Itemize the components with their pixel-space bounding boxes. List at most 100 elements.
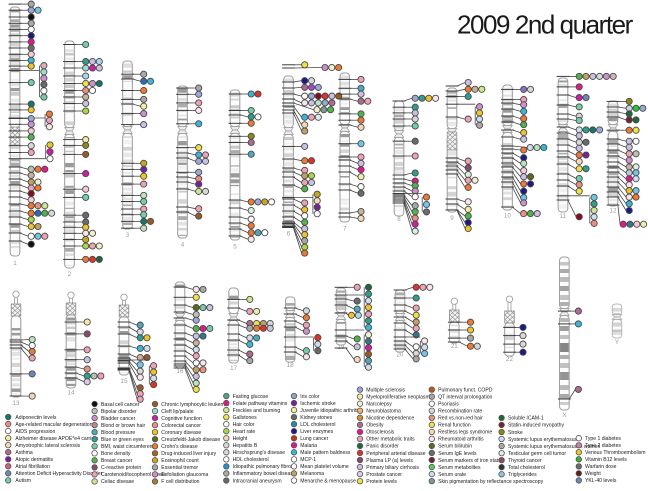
svg-text:Exfoliation glaucoma: Exfoliation glaucoma [161, 472, 208, 478]
svg-text:15: 15 [121, 378, 128, 385]
svg-text:Hepatitis B: Hepatitis B [233, 443, 258, 449]
svg-text:2009 2nd quarter: 2009 2nd quarter [457, 10, 634, 40]
svg-text:Freckles and burning: Freckles and burning [233, 408, 281, 414]
svg-text:Breast cancer: Breast cancer [101, 458, 133, 464]
svg-text:Serum IgE levels: Serum IgE levels [438, 451, 477, 457]
svg-text:8: 8 [397, 216, 401, 223]
svg-text:Carotenoid/tocopherol levels: Carotenoid/tocopherol levels [101, 472, 166, 478]
svg-text:Primary biliary cirrhosis: Primary biliary cirrhosis [366, 465, 419, 471]
svg-text:13: 13 [13, 400, 20, 407]
svg-text:QT interval prolongation: QT interval prolongation [438, 394, 492, 400]
svg-text:10: 10 [504, 213, 511, 220]
svg-text:Age-related macular degenerati: Age-related macular degeneration [15, 422, 92, 428]
svg-text:MCP-1: MCP-1 [300, 457, 316, 463]
svg-text:Fasting glucose: Fasting glucose [233, 394, 269, 400]
svg-text:Adiponectin levels: Adiponectin levels [15, 415, 57, 421]
svg-text:Liver enzymes: Liver enzymes [300, 429, 333, 435]
svg-text:Coronary disease: Coronary disease [161, 430, 201, 436]
svg-text:Basal cell cancer: Basal cell cancer [101, 402, 140, 408]
svg-text:Otosclerosis: Otosclerosis [366, 430, 394, 436]
svg-text:Bladder cancer: Bladder cancer [101, 416, 136, 422]
svg-text:Red vs.non-red hair: Red vs.non-red hair [438, 416, 483, 422]
svg-text:Restless legs syndrome: Restless legs syndrome [438, 430, 492, 436]
svg-text:Blond or brown hair: Blond or brown hair [101, 423, 145, 429]
svg-text:Kidney stones: Kidney stones [300, 415, 332, 421]
svg-text:F cell distribution: F cell distribution [161, 479, 199, 485]
svg-text:Warfarin dose: Warfarin dose [585, 464, 617, 470]
svg-text:Essential tremor: Essential tremor [161, 465, 198, 471]
svg-text:Thyroid cancer: Thyroid cancer [508, 458, 542, 464]
svg-text:Male pattern baldness: Male pattern baldness [300, 450, 351, 456]
svg-text:Neuroblastoma: Neuroblastoma [366, 409, 401, 415]
svg-text:Triglycerides: Triglycerides [508, 472, 537, 478]
svg-text:Malaria: Malaria [300, 443, 317, 449]
svg-text:YKL-40 levels: YKL-40 levels [585, 478, 617, 484]
svg-text:Nicotine dependence: Nicotine dependence [366, 416, 414, 422]
svg-text:11: 11 [560, 213, 567, 220]
svg-text:Alzheimer disease APOE*e4 car: Alzheimer disease APOE*e4 carriers [15, 436, 98, 442]
svg-text:Systemic lupus erythematosus: Systemic lupus erythematosus [508, 437, 578, 443]
svg-text:Atrial fibrillation: Atrial fibrillation [15, 464, 50, 470]
svg-text:BMI, waist circumference: BMI, waist circumference [101, 444, 158, 450]
svg-text:Panic disorder: Panic disorder [366, 444, 399, 450]
svg-text:7: 7 [343, 226, 347, 233]
svg-text:Idiopathic pulmonary fibrosis: Idiopathic pulmonary fibrosis [233, 464, 298, 470]
svg-text:Total cholesterol: Total cholesterol [508, 465, 545, 471]
svg-text:Type 2 diabetes: Type 2 diabetes [585, 443, 621, 449]
svg-text:Recombination rate: Recombination rate [438, 409, 482, 415]
svg-text:Peripheral arterial disease: Peripheral arterial disease [366, 451, 425, 457]
svg-text:Psoriasis: Psoriasis [438, 401, 459, 407]
svg-text:14: 14 [68, 390, 75, 397]
svg-text:Cognitive function: Cognitive function [161, 416, 202, 422]
svg-text:Obesity: Obesity [366, 423, 384, 429]
svg-text:20: 20 [397, 352, 404, 359]
svg-text:Ischemic stroke: Ischemic stroke [300, 401, 336, 407]
svg-text:Type 1 diabetes: Type 1 diabetes [585, 436, 621, 442]
svg-text:Prostate cancer: Prostate cancer [366, 472, 402, 478]
svg-text:Cleft lip/palate: Cleft lip/palate [161, 409, 193, 415]
svg-text:Narcolepsy: Narcolepsy [366, 401, 392, 407]
svg-text:6: 6 [287, 231, 291, 238]
svg-text:Autism: Autism [15, 478, 31, 484]
svg-text:Bone density: Bone density [101, 451, 131, 457]
svg-text:Bipolar disorder: Bipolar disorder [101, 409, 137, 415]
svg-text:Blood pressure: Blood pressure [101, 430, 135, 436]
svg-text:Heart rate: Heart rate [233, 429, 256, 435]
svg-text:Y: Y [615, 339, 619, 346]
svg-text:Colorectal cancer: Colorectal cancer [161, 423, 201, 429]
svg-text:Rheumatoid arthritis: Rheumatoid arthritis [438, 437, 484, 443]
svg-text:Renal function: Renal function [438, 423, 471, 429]
svg-text:LDL cholesterol: LDL cholesterol [300, 422, 335, 428]
svg-text:16: 16 [177, 368, 184, 375]
svg-text:X: X [562, 412, 566, 419]
svg-text:9: 9 [450, 215, 454, 222]
svg-text:Statin-induced myopathy: Statin-induced myopathy [508, 423, 565, 429]
svg-text:Soluble ICAM-1: Soluble ICAM-1 [508, 416, 544, 422]
svg-text:Inflammatory bowel disease: Inflammatory bowel disease [233, 471, 296, 477]
svg-text:22: 22 [506, 356, 513, 363]
svg-text:Plasma LP (a) levels: Plasma LP (a) levels [366, 458, 413, 464]
svg-text:Protein levels: Protein levels [366, 479, 397, 485]
svg-text:Asthma: Asthma [15, 450, 32, 456]
svg-text:12: 12 [610, 208, 617, 215]
svg-text:5: 5 [233, 244, 237, 251]
svg-text:Amyotrophic lateral sclerosis: Amyotrophic lateral sclerosis [15, 443, 80, 449]
svg-text:Height: Height [233, 436, 248, 442]
svg-text:3: 3 [126, 232, 130, 239]
svg-text:Eosinophil count: Eosinophil count [161, 458, 199, 464]
svg-text:Myeloproliferative neoplasms: Myeloproliferative neoplasms [366, 394, 432, 400]
svg-text:4: 4 [181, 242, 185, 249]
svg-text:Multiple sclerosis: Multiple sclerosis [366, 387, 405, 393]
svg-text:Other metabolic traits: Other metabolic traits [366, 437, 415, 443]
svg-text:Systemic lupus erythematosus i: Systemic lupus erythematosus in women [508, 444, 600, 450]
svg-text:Folate pathway vitamins: Folate pathway vitamins [233, 401, 288, 407]
svg-text:Menarche & menopause: Menarche & menopause [300, 478, 356, 484]
svg-text:Blue or green eyes: Blue or green eyes [101, 437, 144, 443]
svg-text:Gallstones: Gallstones [233, 415, 258, 421]
svg-text:18: 18 [287, 362, 294, 369]
svg-text:Drug-induced liver injury: Drug-induced liver injury [161, 451, 216, 457]
svg-text:Attention Deficit Hyperactivit: Attention Deficit Hyperactivity Disorder [15, 471, 102, 477]
svg-text:21: 21 [451, 343, 458, 350]
svg-text:Crohn's disease: Crohn's disease [161, 444, 198, 450]
svg-text:Hair color: Hair color [233, 422, 255, 428]
